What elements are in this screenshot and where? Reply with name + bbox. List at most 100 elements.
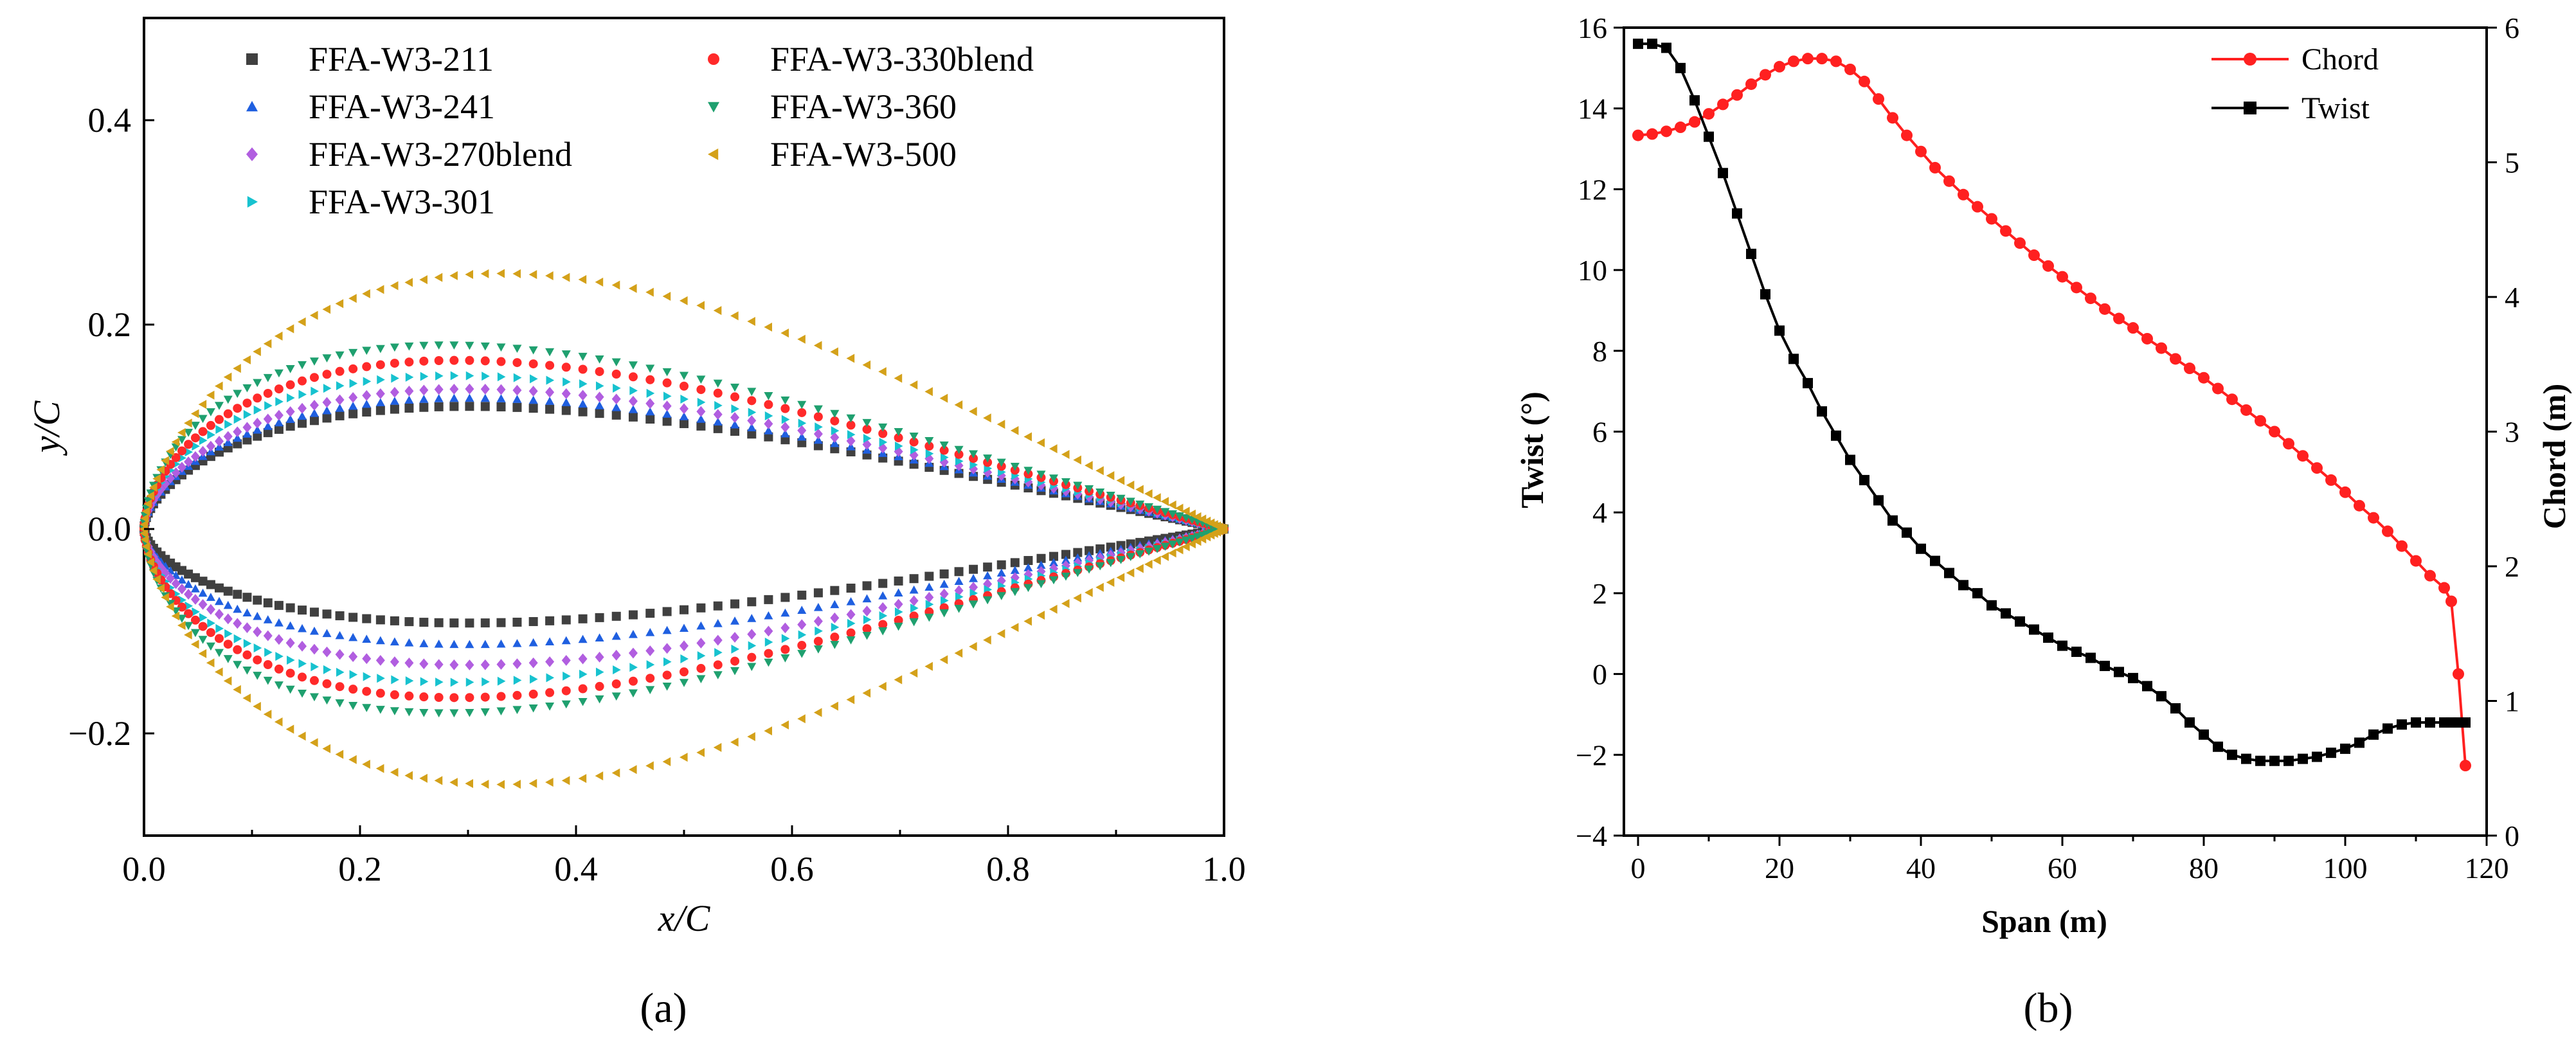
airfoil-point-lower [862, 688, 871, 698]
airfoil-point-upper [140, 520, 149, 530]
chord-point [2028, 249, 2040, 262]
airfoil-point-lower [1144, 547, 1154, 556]
airfoil-point-upper [419, 402, 429, 412]
airfoil-point-lower [797, 619, 807, 631]
airfoil-point-upper [1036, 438, 1045, 447]
panel-a-ytick-label: −0.2 [68, 714, 131, 753]
airfoil-point-upper [941, 453, 949, 462]
airfoil-point-upper [434, 402, 444, 411]
chord-point [1986, 213, 1997, 225]
airfoil-point-upper [434, 341, 444, 350]
airfoil-point-lower [322, 609, 332, 619]
airfoil-point-upper [322, 305, 331, 314]
airfoil-point-upper [847, 430, 856, 440]
panel-b-ylabel-left: Twist (°) [1514, 391, 1550, 508]
twist-point [2114, 667, 2124, 677]
airfoil-point-upper [322, 354, 332, 363]
airfoil-point-lower [362, 704, 372, 712]
airfoil-point-upper [362, 362, 372, 372]
airfoil-point-upper [780, 404, 790, 413]
airfoil-point-lower [375, 764, 384, 773]
airfoil-point-upper [730, 392, 740, 402]
airfoil-point-upper [184, 418, 192, 428]
airfoil-point-lower [253, 611, 262, 620]
airfoil-point-lower [198, 622, 208, 631]
airfoil-point-upper [696, 375, 706, 384]
airfoil-point-upper [862, 418, 872, 427]
airfoil-point-lower [449, 693, 459, 703]
panel-a-xtick-label: 0.0 [122, 850, 166, 888]
airfoil-point-lower [177, 575, 186, 584]
airfoil-point-upper [628, 395, 638, 407]
twist-point [1902, 527, 1912, 538]
airfoil-point-upper [798, 418, 807, 428]
airfoil-point-upper [435, 371, 444, 381]
airfoil-point-lower [450, 677, 459, 687]
airfoil-point-upper [680, 419, 689, 429]
airfoil-point-upper [563, 377, 571, 387]
airfoil-point-lower [199, 613, 208, 622]
airfoil-point-lower [628, 647, 638, 659]
panel-b-ytick-left-label: −4 [1576, 820, 1607, 852]
airfoil-point-upper [242, 399, 252, 408]
airfoil-point-lower [645, 761, 654, 771]
airfoil-point-lower [1220, 524, 1228, 533]
airfoil-point-upper [813, 435, 823, 444]
airfoil-point-upper [748, 408, 757, 417]
airfoil-point-lower [924, 613, 934, 622]
airfoil-point-upper [375, 406, 385, 415]
airfoil-point-lower [143, 550, 152, 559]
panel-b-ytick-left-label: 8 [1592, 335, 1607, 368]
airfoil-point-lower [578, 634, 588, 643]
airfoil-point-lower [830, 701, 838, 711]
airfoil-point-lower [496, 707, 506, 716]
chord-point [2325, 474, 2337, 486]
airfoil-point-lower [954, 649, 963, 658]
airfoil-point-lower [939, 655, 948, 665]
airfoil-point-lower [223, 676, 232, 686]
chord-point [2226, 393, 2238, 406]
airfoil-point-lower [512, 706, 522, 715]
airfoil-point-upper [223, 431, 233, 442]
airfoil-point-lower [545, 703, 555, 711]
airfoil-point-upper [335, 299, 344, 309]
panel-b-frame [1623, 26, 2488, 837]
chord-point [1731, 89, 1743, 101]
airfoil-point-upper [696, 301, 705, 310]
airfoil-point-upper [480, 269, 489, 278]
airfoil-point-upper [954, 445, 964, 454]
airfoil-point-lower [274, 681, 284, 690]
airfoil-point-upper [434, 384, 444, 395]
airfoil-point-lower [561, 700, 571, 709]
airfoil-point-upper [348, 348, 358, 357]
panel-a-xtick-label: 0.2 [338, 850, 382, 888]
airfoil-point-lower [645, 645, 655, 656]
airfoil-point-lower [1187, 534, 1197, 543]
airfoil-point-lower [419, 618, 429, 627]
airfoil-point-upper [449, 383, 459, 395]
airfoil-point-lower [645, 674, 655, 683]
airfoil-point-upper [713, 306, 722, 316]
airfoil-point-upper [894, 373, 903, 383]
airfoil-point-upper [613, 383, 621, 393]
twist-point [2312, 751, 2322, 762]
twist-point [1831, 430, 1841, 441]
airfoil-point-upper [528, 346, 538, 355]
airfoil-point-upper [298, 402, 307, 414]
airfoil-point-upper [363, 377, 372, 386]
airfoil-point-lower [419, 639, 429, 647]
airfoil-point-upper [336, 381, 345, 391]
chord-point [2269, 426, 2280, 438]
airfoil-point-lower [797, 605, 807, 614]
airfoil-point-upper [878, 423, 888, 432]
airfoil-point-lower [335, 749, 344, 759]
chord-point [1958, 188, 1969, 201]
airfoil-point-lower [1160, 542, 1170, 551]
airfoil-point-lower [578, 697, 588, 706]
airfoil-point-upper [242, 435, 252, 445]
airfoil-point-upper [242, 355, 251, 364]
airfoil-point-lower [611, 611, 621, 621]
airfoil-point-lower [274, 664, 284, 674]
airfoil-point-upper [233, 415, 242, 424]
airfoil-point-lower [680, 605, 689, 614]
